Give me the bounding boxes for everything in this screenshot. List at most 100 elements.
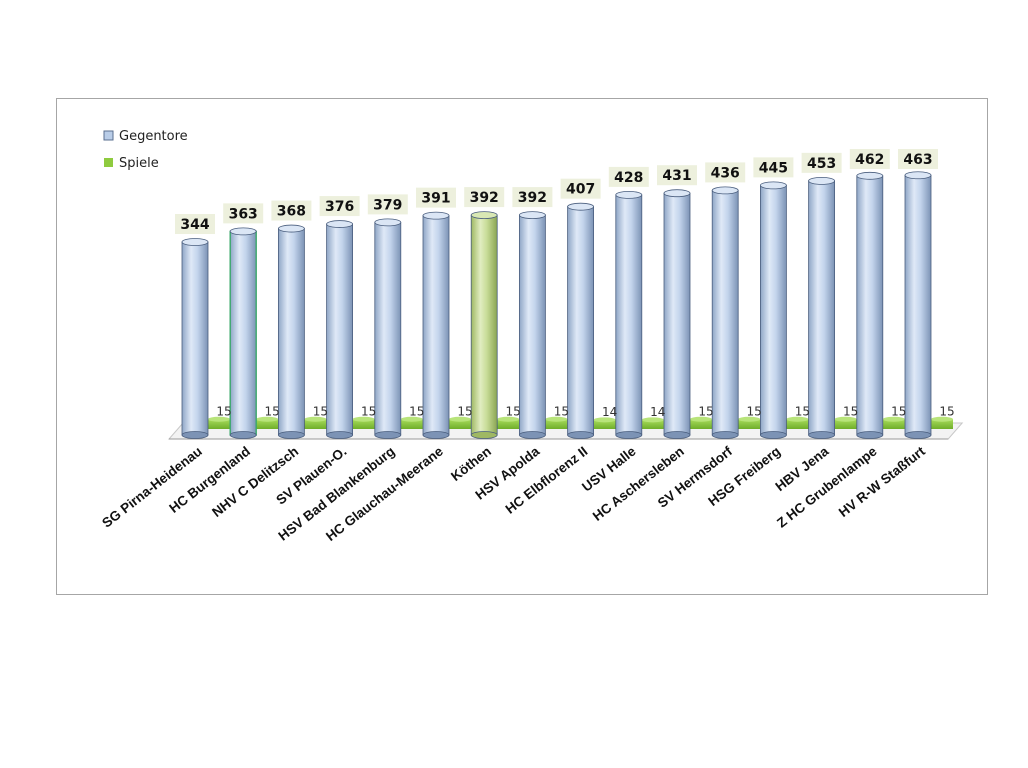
gegentore-bar-base [470, 431, 498, 439]
gegentore-bar-body [374, 221, 402, 436]
gegentore-bar-base [904, 431, 932, 439]
gegentore-bar-top [615, 190, 643, 199]
spiele-bar-top [931, 416, 953, 422]
gegentore-value-label: 363 [229, 206, 258, 222]
value-label-bg [416, 187, 456, 208]
gegentore-bar-body [663, 192, 691, 436]
gegentore-bar-base [856, 431, 884, 439]
gegentore-bar [663, 189, 691, 439]
gegentore-bar-base [518, 431, 546, 439]
gegentore-value-label: 431 [662, 168, 691, 184]
gegentore-bar-top [518, 211, 546, 219]
gegentore-bar [229, 227, 257, 439]
spiele-value-label: 15 [795, 404, 810, 418]
spiele-value-label: 15 [457, 404, 472, 418]
value-label-bg [560, 178, 601, 199]
gegentore-bar-body [904, 174, 932, 436]
value-label-bg [464, 187, 505, 208]
gegentore-bar-body [229, 230, 257, 436]
gegentore-bar-body [760, 184, 787, 436]
category-label: HC Aschersleben [590, 444, 687, 524]
gegentore-bar [277, 224, 305, 439]
gegentore-bar [904, 171, 932, 439]
legend: Gegentore Spiele [103, 129, 188, 171]
spiele-bar-top [593, 417, 616, 423]
value-label-bg [753, 157, 794, 178]
spiele-bar-top [545, 416, 568, 422]
spiele-bar-top [208, 416, 230, 422]
gegentore-bar [181, 238, 209, 439]
gegentore-bar-body [470, 214, 498, 436]
spiele-bar [208, 419, 230, 429]
gegentore-bar-base [229, 431, 257, 439]
spiele-bar [690, 419, 712, 429]
gegentore-value-label: 462 [855, 152, 884, 168]
spiele-bar [593, 419, 616, 429]
spiele-bar-top [400, 416, 423, 422]
value-label-bg [271, 200, 312, 221]
gegentore-value-label: 407 [566, 182, 595, 198]
gegentore-bar-base [663, 431, 691, 439]
spiele-bar-top [882, 416, 905, 422]
gegentore-bar [374, 218, 402, 439]
spiele-bar-top [352, 416, 375, 422]
gegentore-value-label: 392 [470, 190, 499, 206]
gegentore-bar [711, 186, 739, 439]
legend-label-gegentore: Gegentore [119, 129, 188, 144]
gegentore-value-label: 436 [711, 165, 740, 181]
gegentore-bar-top [181, 238, 209, 246]
gegentore-bar [470, 211, 498, 439]
spiele-value-label: 15 [265, 404, 280, 418]
spiele-bar [449, 419, 471, 429]
gegentore-bar [422, 211, 450, 439]
gegentore-bar-top [326, 220, 354, 228]
gegentore-bar-base [422, 431, 450, 439]
gegentore-bar-base [277, 431, 305, 439]
value-label-bg [657, 165, 697, 186]
category-label: HV R-W Staßfurt [836, 443, 928, 520]
gegentore-value-label: 344 [180, 217, 209, 233]
gegentore-bar-body [808, 180, 835, 436]
gegentore-bar-top [663, 189, 691, 198]
gegentore-bar [615, 190, 643, 439]
spiele-bar [352, 419, 375, 429]
gegentore-bar-body [711, 190, 739, 436]
gegentore-bar [808, 176, 835, 439]
gegentore-value-label: 391 [421, 191, 450, 207]
gegentore-bar-body [181, 241, 209, 436]
gegentore-bar-top [760, 181, 787, 190]
gegentore-bar-top [904, 171, 932, 180]
gegentore-value-label: 392 [518, 190, 547, 206]
value-label-bg [175, 214, 215, 235]
gegentore-bar-base [760, 431, 787, 439]
gegentore-value-label: 379 [373, 197, 402, 213]
value-label-bg [223, 203, 264, 224]
gegentore-bar [760, 181, 787, 439]
gegentore-bar [856, 171, 884, 439]
gegentore-bar-body [422, 215, 450, 436]
spiele-value-label: 15 [216, 404, 231, 418]
gegentore-bar-top [229, 227, 257, 236]
gegentore-bar [518, 211, 546, 439]
gegentore-bar-top [856, 171, 884, 180]
spiele-value-label: 15 [313, 404, 328, 418]
gegentore-bar-base [808, 431, 835, 439]
gegentore-bar [567, 202, 595, 439]
gegentore-value-label: 368 [277, 204, 306, 220]
gegentore-bar-top [374, 218, 402, 227]
spiele-bar-top [834, 416, 857, 422]
spiele-bar [400, 419, 423, 429]
spiele-bar-top [738, 416, 761, 422]
spiele-bar [786, 419, 809, 429]
gegentore-bar-body [567, 206, 595, 436]
spiele-bar [931, 419, 953, 429]
gegentore-value-label: 376 [325, 199, 354, 215]
gegentore-bar-base [567, 431, 594, 439]
chart-frame: Gegentore Spiele 344 15 SG Pirna-Heidenau 3… [56, 98, 988, 595]
gegentore-bar-body [518, 214, 546, 436]
spiele-bar [641, 419, 664, 429]
spiele-value-label: 14 [650, 405, 665, 419]
gegentore-bar-base [326, 431, 354, 439]
spiele-bar-top [256, 416, 279, 422]
